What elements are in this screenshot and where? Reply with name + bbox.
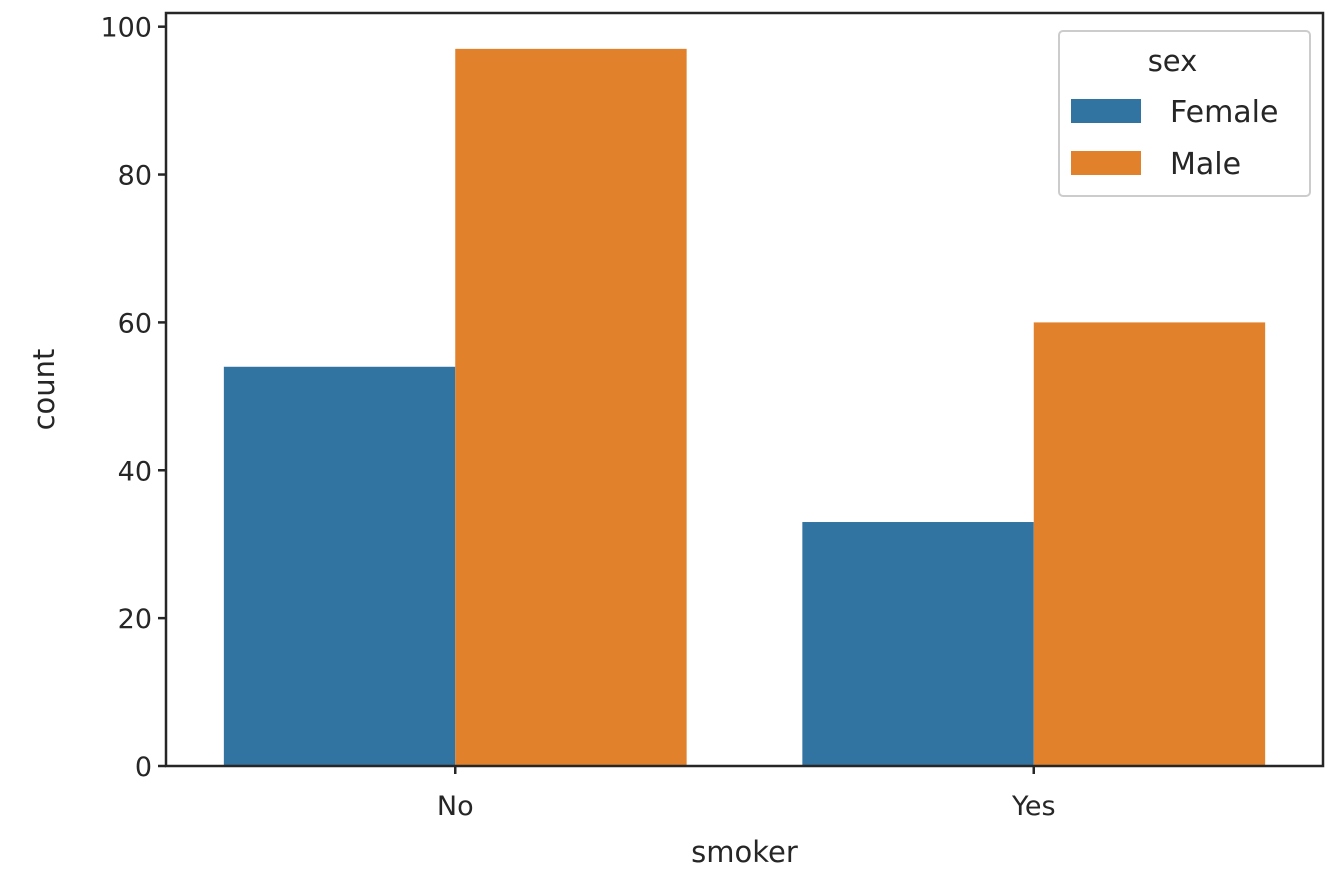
bars-layer — [223, 48, 1266, 767]
y-tick-label: 80 — [118, 161, 152, 192]
legend-swatch-male — [1071, 151, 1141, 175]
legend-label-male: Male — [1170, 147, 1241, 182]
legend-title: sex — [1148, 44, 1198, 78]
y-axis-label: count — [27, 349, 61, 431]
y-tick-label: 100 — [100, 13, 152, 44]
bar-male-yes — [1033, 322, 1266, 766]
x-tick-label: No — [437, 791, 474, 822]
bar-female-yes — [802, 522, 1034, 766]
y-tick-label: 0 — [135, 752, 152, 783]
axes-layer: 0 20 40 60 80 100 No Yes smoker count — [27, 11, 1325, 869]
x-tick-label: Yes — [1011, 791, 1056, 822]
legend: sex Female Male — [1058, 30, 1311, 197]
y-tick-label: 20 — [118, 604, 152, 635]
plot-frame — [164, 11, 1325, 768]
bar-female-no — [223, 366, 456, 766]
y-tick-label: 60 — [118, 308, 152, 339]
legend-label-female: Female — [1170, 95, 1278, 130]
legend-swatch-female — [1071, 99, 1141, 123]
y-tick-label: 40 — [118, 456, 152, 487]
x-axis-label: smoker — [691, 835, 798, 868]
bar-male-no — [455, 48, 687, 767]
